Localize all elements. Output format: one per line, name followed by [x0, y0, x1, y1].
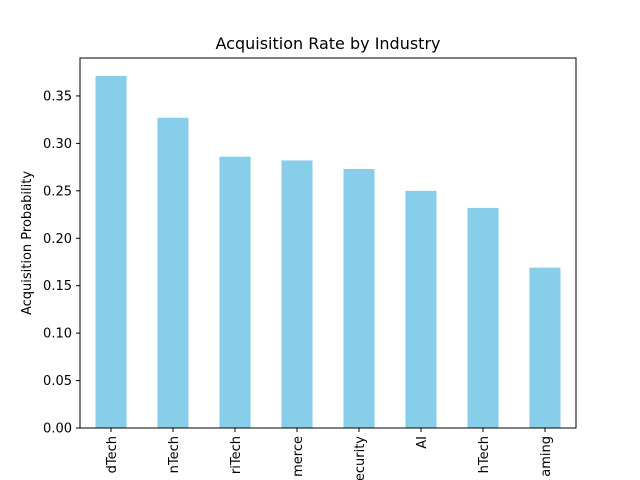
- y-tick-label-3: 0.15: [43, 279, 72, 294]
- plot-frame: [79, 57, 577, 429]
- y-tick-label-1: 0.05: [43, 374, 72, 389]
- x-tick-label-3: merce: [291, 436, 306, 477]
- y-tick-label-2: 0.10: [43, 327, 72, 342]
- x-tick-label-6: hTech: [477, 436, 492, 473]
- bar-2: [219, 156, 251, 428]
- y-tick-label-5: 0.25: [43, 184, 72, 199]
- bar-3: [281, 160, 313, 428]
- x-ticks-group: dTech nTech riTech merce ecurity AI hTech aming: [105, 428, 554, 480]
- x-tick-label-2: riTech: [229, 436, 244, 474]
- y-tick-label-7: 0.35: [43, 89, 72, 104]
- bars-group: [95, 76, 561, 429]
- x-tick-label-0: dTech: [105, 436, 120, 473]
- bar-4: [343, 169, 375, 428]
- y-tick-label-6: 0.30: [43, 137, 72, 152]
- y-tick-label-4: 0.20: [43, 232, 72, 247]
- bar-5: [405, 190, 437, 428]
- x-tick-label-4: ecurity: [353, 436, 368, 480]
- bar-7: [529, 267, 561, 428]
- chart-title: Acquisition Rate by Industry: [215, 34, 440, 53]
- x-tick-label-1: nTech: [167, 436, 182, 473]
- x-tick-label-5: AI: [415, 436, 430, 449]
- y-tick-label-0: 0.00: [43, 422, 72, 437]
- y-ticks-group: 0.00 0.05 0.10 0.15 0.20 0.25 0.30 0.35: [43, 89, 80, 437]
- y-axis-label: Acquisition Probability: [20, 171, 35, 315]
- bar-1: [157, 117, 189, 429]
- x-tick-label-7: aming: [539, 436, 554, 477]
- bar-0: [95, 76, 127, 429]
- bar-6: [467, 207, 499, 428]
